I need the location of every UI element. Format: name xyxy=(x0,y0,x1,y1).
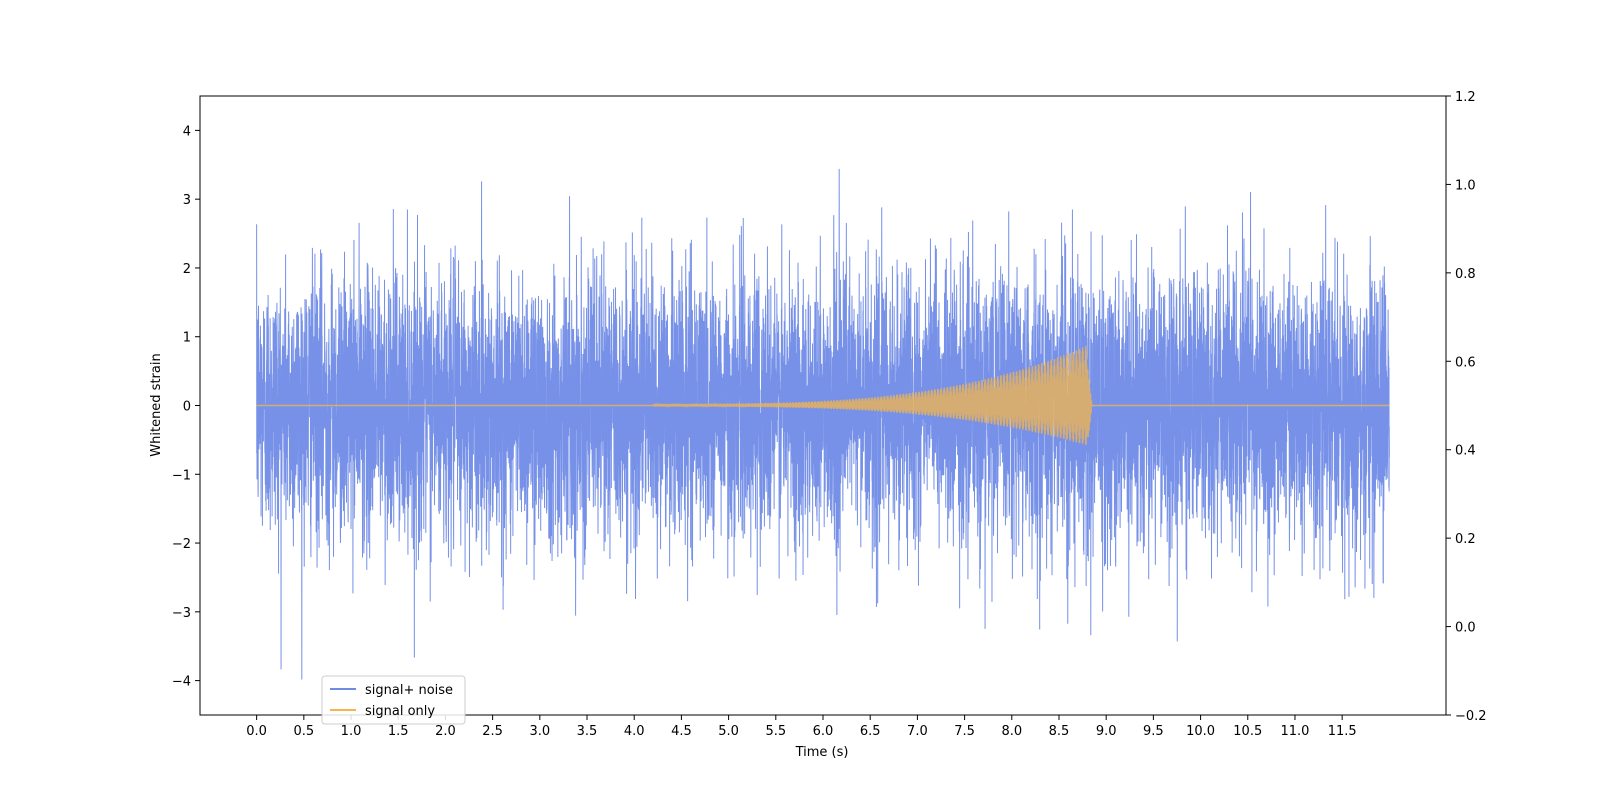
y-tick-label: 1 xyxy=(183,331,191,346)
legend-label-signal-noise: signal+ noise xyxy=(365,683,453,698)
y-axis: −4 −3 −2 −1 0 1 2 3 4 xyxy=(172,124,200,690)
signal-plus-noise-line xyxy=(256,168,1390,680)
x-tick-label: 6.5 xyxy=(860,724,881,739)
x-tick-label: 1.0 xyxy=(341,724,362,739)
x-tick-label: 9.0 xyxy=(1096,724,1117,739)
x-tick-label: 2.5 xyxy=(482,724,503,739)
x-tick-label: 7.0 xyxy=(907,724,928,739)
x-tick-label: 3.0 xyxy=(529,724,550,739)
x-tick-label: 3.5 xyxy=(577,724,598,739)
x-tick-label: 7.5 xyxy=(954,724,975,739)
x-tick-label: 2.0 xyxy=(435,724,456,739)
y-tick-label: 2 xyxy=(183,262,191,277)
y-tick-label: 4 xyxy=(183,124,191,139)
x-tick-label: 6.0 xyxy=(813,724,834,739)
signal-plus-noise-series xyxy=(256,168,1390,680)
x-tick-label: 8.0 xyxy=(1001,724,1022,739)
y2-tick-label: 1.0 xyxy=(1455,178,1476,193)
x-tick-label: 0.5 xyxy=(293,724,314,739)
y2-tick-label: 0.8 xyxy=(1455,267,1476,282)
signal-only-line xyxy=(256,346,1390,445)
y-tick-label: 3 xyxy=(183,193,191,208)
y-axis-label: Whitened strain xyxy=(149,353,164,456)
x-tick-label: 4.5 xyxy=(671,724,692,739)
y-tick-label: −1 xyxy=(172,468,191,483)
x-tick-label: 11.5 xyxy=(1328,724,1357,739)
y-tick-label: 0 xyxy=(183,400,191,415)
y2-tick-label: 0.2 xyxy=(1455,532,1476,547)
legend: signal+ noise signal only xyxy=(321,675,466,725)
x-axis: 0.0 0.5 1.0 1.5 2.0 2.5 3.0 3.5 4.0 4.5 5.0 5.5 6.0 6… xyxy=(246,715,1357,739)
x-axis-label: Time (s) xyxy=(795,745,849,760)
legend-box xyxy=(321,675,466,725)
x-tick-label: 5.0 xyxy=(718,724,739,739)
y-tick-label: −4 xyxy=(172,675,191,690)
x-tick-label: 8.5 xyxy=(1049,724,1070,739)
x-tick-label: 1.5 xyxy=(388,724,409,739)
signal-only-series xyxy=(256,346,1390,445)
x-tick-label: 11.0 xyxy=(1280,724,1309,739)
y2-tick-label: 0.6 xyxy=(1455,355,1476,370)
y-tick-label: −2 xyxy=(172,537,191,552)
y2-tick-label: 0.0 xyxy=(1455,621,1476,636)
x-tick-label: 0.0 xyxy=(246,724,267,739)
y-tick-label: −3 xyxy=(172,606,191,621)
legend-label-signal-only: signal only xyxy=(365,704,435,719)
y2-axis: −0.2 0.0 0.2 0.4 0.6 0.8 1.0 1.2 xyxy=(1446,90,1487,724)
y2-tick-label: 0.4 xyxy=(1455,444,1476,459)
x-tick-label: 10.0 xyxy=(1186,724,1215,739)
x-tick-label: 10.5 xyxy=(1233,724,1262,739)
y2-tick-label: 1.2 xyxy=(1455,90,1476,105)
y2-tick-label: −0.2 xyxy=(1455,709,1487,724)
x-tick-label: 5.5 xyxy=(765,724,786,739)
x-tick-label: 4.0 xyxy=(624,724,645,739)
x-tick-label: 9.5 xyxy=(1143,724,1164,739)
